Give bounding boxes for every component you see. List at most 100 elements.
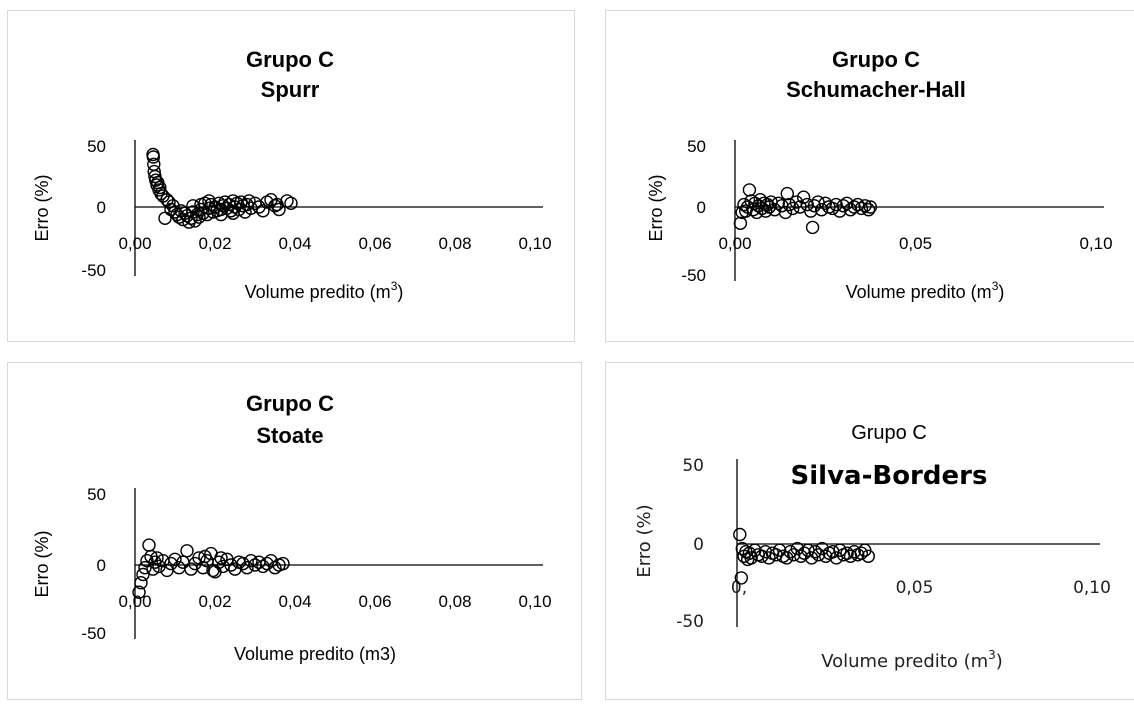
x-tick-label: 0,00 [718, 234, 751, 253]
x-tick-label: 0,02 [198, 592, 231, 611]
chart-panel-silva-borders: Grupo C Silva-Borders Erro (%) Volume pr… [605, 362, 1134, 700]
chart-title: Grupo C [851, 422, 927, 444]
data-point [244, 553, 258, 568]
data-point [256, 204, 270, 218]
y-tick-label: 50 [682, 456, 704, 476]
data-point [180, 544, 194, 558]
y-tick-label: 0 [97, 198, 106, 217]
plot-area: 50 0 -50 0, 0,05 0,10 [676, 456, 1111, 632]
data-point [272, 202, 286, 217]
data-point [771, 196, 786, 211]
chart-panel-spurr: Grupo C Spurr Erro (%) Volume predito (m… [7, 10, 575, 342]
chart-stoate: Grupo C Stoate Erro (%) Volume predito (… [32, 391, 552, 664]
data-point [786, 201, 800, 216]
data-point [134, 575, 148, 590]
data-point [840, 546, 854, 560]
y-axis-label: Erro (%) [646, 175, 666, 242]
data-point [734, 571, 749, 585]
chart-panel-schumacher-hall: Grupo C Schumacher-Hall Erro (%) Volume … [605, 10, 1134, 342]
x-tick-label: 0,08 [438, 592, 471, 611]
data-point [861, 549, 875, 564]
plot-area: 50 0 -50 0,00 0,05 0,10 [681, 137, 1112, 285]
x-tick-label: 0,10 [518, 592, 551, 611]
data-point [818, 196, 833, 211]
data-point [198, 549, 212, 564]
data-point [847, 544, 861, 559]
chart-panel-stoate: Grupo C Stoate Erro (%) Volume predito (… [7, 362, 582, 700]
chart-spurr: Grupo C Spurr Erro (%) Volume predito (m… [32, 47, 552, 302]
y-tick-label: -50 [81, 261, 106, 280]
chart-subtitle: Silva-Borders [791, 461, 988, 491]
chart-title: Grupo C [246, 391, 334, 416]
y-tick-label: 0 [97, 556, 106, 575]
data-point [863, 200, 878, 214]
data-point [268, 199, 282, 213]
data-point [186, 199, 200, 213]
data-point [252, 200, 266, 214]
data-point [833, 543, 847, 557]
data-point [847, 200, 861, 214]
data-point [168, 552, 182, 567]
chart-title: Grupo C [832, 47, 920, 72]
data-point [206, 563, 220, 578]
data-point [162, 195, 176, 209]
y-tick-label: 0 [693, 535, 704, 555]
chart-title: Grupo C [246, 47, 334, 72]
data-point [850, 197, 865, 212]
x-tick-label: 0,06 [358, 592, 391, 611]
data-point [202, 194, 216, 208]
y-tick-label: 50 [87, 485, 106, 504]
chart-subtitle: Spurr [261, 77, 320, 102]
data-point [733, 216, 748, 231]
data-point [790, 541, 805, 556]
x-tick-label: 0,08 [438, 234, 471, 253]
x-tick-label: 0,10 [518, 234, 551, 253]
data-point [760, 197, 775, 212]
y-tick-label: 0 [697, 198, 706, 217]
y-tick-label: -50 [676, 612, 704, 632]
data-point [805, 220, 820, 235]
data-point [268, 560, 282, 575]
data-point [829, 197, 843, 212]
data-point [150, 551, 164, 565]
plot-area: 50 0 -50 0,00 0,02 0,04 0,06 0,08 0,10 [81, 485, 551, 643]
y-axis-label: Erro (%) [32, 175, 52, 242]
data-point [733, 527, 747, 542]
x-tick-label: 0, [731, 578, 747, 598]
y-tick-label: 50 [87, 137, 106, 156]
data-point [861, 202, 876, 217]
data-point [814, 202, 829, 217]
y-axis-label: Erro (%) [634, 504, 655, 577]
chart-subtitle: Schumacher-Hall [786, 77, 966, 102]
data-point [226, 206, 240, 221]
chart-silva-borders: Grupo C Silva-Borders Erro (%) Volume pr… [634, 422, 1111, 672]
y-axis-label: Erro (%) [32, 531, 52, 598]
data-point [840, 196, 854, 211]
data-point [744, 194, 758, 208]
data-point [797, 546, 812, 560]
x-axis-label: Volume predito (m3) [234, 644, 396, 664]
data-point [843, 202, 858, 217]
x-tick-label: 0,04 [278, 592, 311, 611]
data-point [149, 173, 163, 187]
x-tick-label: 0,02 [198, 234, 231, 253]
data-point [819, 549, 833, 564]
chart-subtitle: Stoate [256, 423, 323, 448]
data-point [214, 551, 228, 565]
data-point [276, 556, 290, 571]
x-axis-label: Volume predito (m3) [846, 279, 1005, 302]
data-point [811, 195, 825, 209]
x-tick-label: 0,05 [896, 578, 934, 598]
data-point [132, 585, 146, 599]
x-tick-label: 0,10 [1073, 578, 1111, 598]
data-point [242, 194, 256, 208]
x-axis-label: Volume predito (m3) [821, 648, 1003, 672]
data-point [142, 538, 156, 552]
data-point [854, 546, 869, 560]
data-point [858, 199, 872, 213]
data-point [782, 197, 796, 212]
y-tick-label: -50 [681, 266, 706, 285]
data-point [762, 551, 776, 565]
y-tick-label: 50 [687, 137, 706, 156]
data-point [796, 190, 811, 204]
